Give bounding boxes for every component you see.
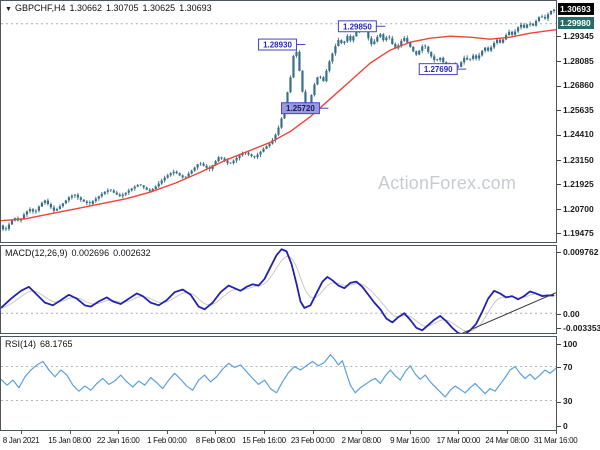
time-axis-label: 24 Mar 08:00	[485, 436, 529, 445]
axis-tick-mark	[557, 366, 561, 368]
rsi-axis-tick: 100	[557, 339, 600, 349]
price-axis-tick: 1.26860	[557, 80, 600, 90]
price-axis-tick: 1.19475	[557, 228, 600, 238]
macd-trendline[interactable]	[458, 292, 556, 333]
axis-tick-mark	[557, 35, 561, 37]
time-tick-mark	[361, 431, 363, 434]
annotation-label: 1.28930	[263, 41, 292, 50]
annotation-label: 1.27690	[424, 65, 453, 74]
time-axis-label: 31 Mar 16:00	[533, 436, 578, 445]
annotation-box	[337, 20, 377, 33]
time-axis-label: 1 Feb 00:00	[147, 436, 187, 445]
axis-tick-mark	[557, 61, 561, 63]
axis-tick-mark	[557, 110, 561, 112]
axis-tick-mark	[557, 251, 561, 253]
axis-tick-mark	[557, 401, 561, 403]
separator-price-badge: 1.29980	[558, 16, 594, 29]
price-annotation[interactable]: 1.27690	[418, 63, 467, 76]
macd-main-line	[1, 248, 555, 333]
rsi-canvas[interactable]	[1, 337, 556, 430]
macd-canvas[interactable]	[1, 246, 556, 333]
time-axis-label: 2 Mar 08:00	[341, 436, 381, 445]
macd-signal-line	[1, 255, 556, 332]
time-tick-mark	[118, 431, 120, 434]
rsi-title: RSI(14)	[5, 339, 37, 349]
axis-tick-mark	[557, 233, 561, 235]
time-axis-label: 8 Feb 08:00	[195, 436, 236, 445]
macd-axis-tick: 0.009762	[557, 247, 600, 257]
price-annotation[interactable]: 1.29850	[337, 20, 386, 33]
rsi-title-row: RSI(14) 68.1765	[5, 339, 77, 349]
chart-header: ▼ GBPCHF,H4 1.30662 1.30705 1.30625 1.30693	[5, 3, 216, 13]
price-axis: 1.29345 1.28085 1.26860 1.25635 1.24410 1.231…	[557, 0, 600, 450]
axis-tick-mark	[557, 134, 561, 136]
axis-tick-mark	[557, 85, 561, 87]
macd-indicator-panel[interactable]: MACD(12,26,9) 0.002696 0.002632	[0, 245, 557, 334]
time-tick-mark	[507, 431, 508, 434]
annotation-label: 1.29850	[343, 22, 372, 31]
time-tick-mark	[312, 431, 314, 434]
axis-tick-mark	[557, 184, 561, 186]
watermark: ActionForex.com	[378, 173, 517, 193]
ohlc-low: 1.30625	[142, 3, 176, 13]
time-tick-mark	[458, 431, 460, 434]
time-axis: 8 Jan 2021 15 Jan 08:00 22 Jan 16:00 1 Feb …	[0, 431, 600, 450]
annotation-box	[258, 38, 297, 51]
current-price-badge: 1.30693	[558, 2, 594, 15]
time-axis-label: 23 Feb 00:00	[290, 436, 335, 445]
macd-axis-tick: -0.003353	[557, 323, 600, 333]
price-axis-tick: 1.25635	[557, 105, 600, 115]
macd-title: MACD(12,26,9)	[5, 248, 68, 258]
price-axis-tick: 1.21925	[557, 179, 600, 189]
price-annotation[interactable]: 1.28930	[258, 38, 306, 51]
axis-tick-mark	[557, 328, 561, 330]
time-tick-mark	[21, 431, 22, 434]
rsi-axis-tick: 70	[557, 362, 600, 372]
rsi-indicator-panel[interactable]: RSI(14) 68.1765	[0, 336, 557, 431]
time-axis-label: 15 Jan 08:00	[48, 436, 91, 445]
annotation-box	[418, 63, 458, 76]
axis-tick-mark	[557, 426, 561, 428]
annotation-box	[280, 102, 320, 115]
axis-tick-mark	[557, 313, 561, 315]
time-axis-label: 9 Mar 16:00	[390, 436, 430, 445]
price-axis-tick: 1.23150	[557, 155, 600, 165]
ohlc-high: 1.30705	[106, 3, 139, 13]
rsi-axis-tick: 0	[557, 421, 600, 431]
price-axis-tick: 1.20700	[557, 204, 600, 214]
rsi-axis-tick: 30	[557, 396, 600, 406]
time-tick-mark	[555, 431, 557, 434]
symbol-title: GBPCHF,H4	[14, 3, 66, 13]
macd-value-main: 0.002696	[71, 248, 110, 258]
time-tick-mark	[69, 431, 71, 434]
annotation-label: 1.25720	[286, 104, 315, 113]
price-chart-canvas[interactable]: 1.28930 1.29850 1.25720 1.27690	[1, 1, 556, 242]
time-axis-label: 15 Feb 16:00	[242, 436, 286, 445]
time-tick-mark	[215, 431, 217, 434]
time-tick-mark	[166, 431, 168, 434]
price-annotation[interactable]: 1.25720	[280, 102, 329, 115]
ohlc-open: 1.30662	[69, 3, 102, 13]
price-axis-tick: 1.28085	[557, 56, 600, 66]
time-tick-mark	[409, 431, 411, 434]
ohlc-close: 1.30693	[179, 3, 212, 13]
time-axis-label: 17 Mar 00:00	[436, 436, 481, 445]
macd-title-row: MACD(12,26,9) 0.002696 0.002632	[5, 248, 155, 258]
moving-average-line	[1, 28, 556, 222]
macd-value-signal: 0.002632	[113, 248, 151, 258]
price-axis-tick: 1.24410	[557, 129, 600, 139]
macd-axis-tick: 0.00	[557, 309, 600, 319]
rsi-line	[1, 354, 556, 398]
time-axis-label: 22 Jan 16:00	[96, 436, 140, 445]
axis-tick-mark	[557, 344, 561, 346]
axis-tick-mark	[557, 208, 561, 210]
main-chart-panel[interactable]: 1.28930 1.29850 1.25720 1.27690 ▼ GBPCHF,H4 1…	[0, 0, 557, 243]
time-tick-mark	[264, 431, 265, 434]
price-axis-tick: 1.29345	[557, 31, 600, 41]
time-axis-label: 8 Jan 2021	[2, 436, 40, 445]
rsi-value: 68.1765	[40, 339, 73, 349]
axis-tick-mark	[557, 159, 561, 161]
symbol-dropdown-icon[interactable]: ▼	[5, 6, 12, 13]
